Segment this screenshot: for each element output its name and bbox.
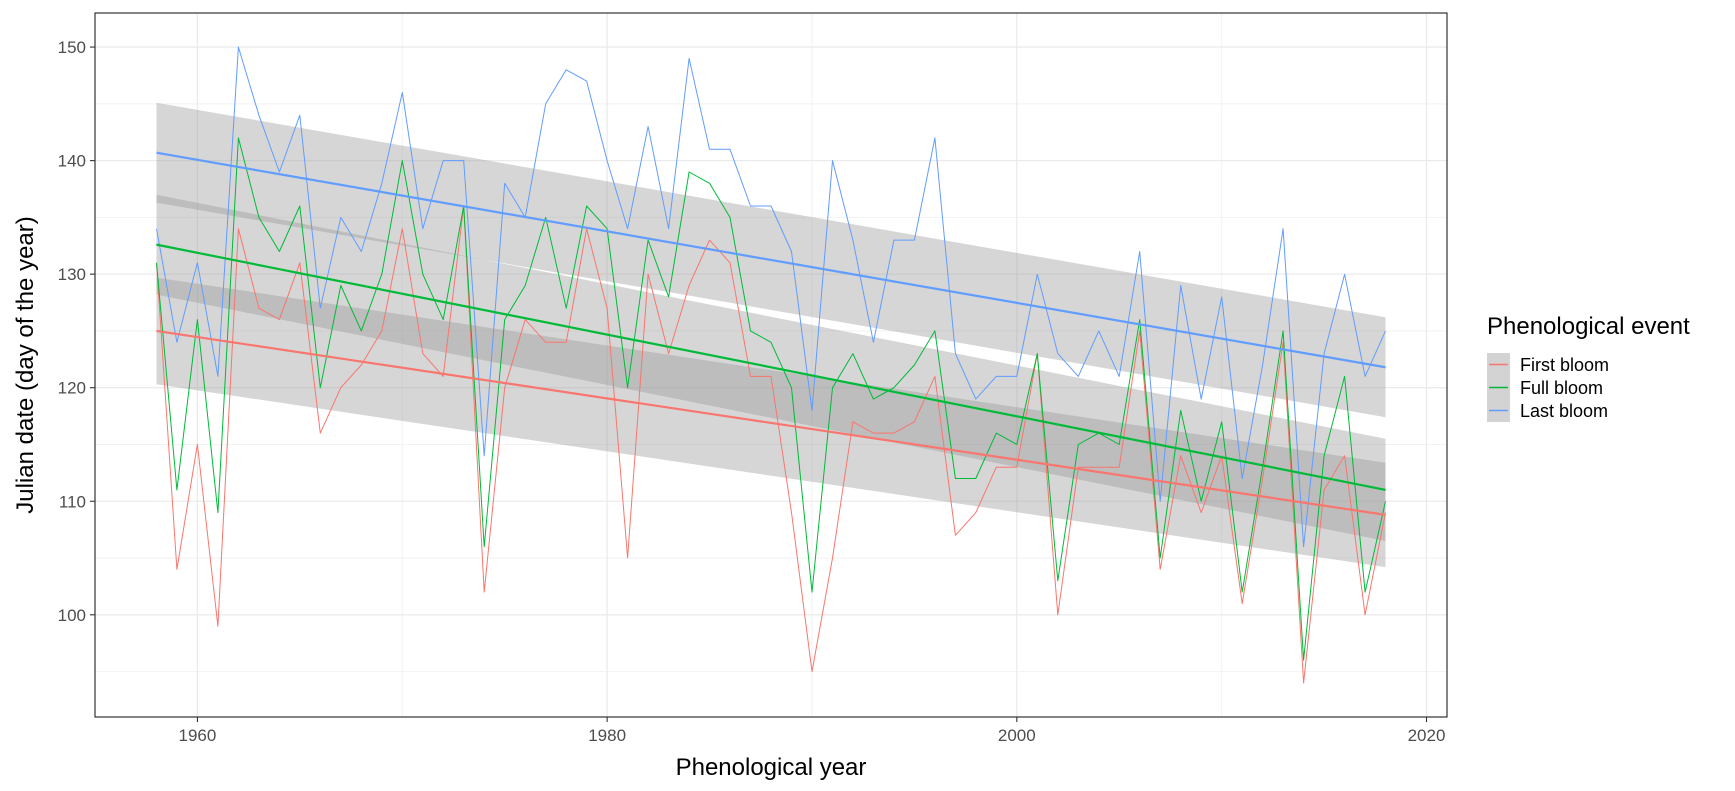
trend-line [156,243,1386,491]
legend-title: Phenological event [1487,313,1690,340]
x-tick-label: 2000 [998,726,1036,745]
y-tick-label: 140 [58,152,86,171]
major-gridlines [95,13,1447,717]
x-tick-label: 1960 [179,726,217,745]
plot-panel [94,12,1448,718]
y-tick-label: 110 [59,492,86,511]
trend-line [156,151,1386,369]
trend-lines [156,151,1386,516]
y-axis-title: Julian date (day of the year) [12,216,39,514]
minor-gridlines [95,13,1447,717]
y-tick-label: 130 [58,265,86,284]
legend-label: Last bloom [1520,401,1608,421]
x-tick-label: 1980 [588,726,626,745]
data-line [156,46,1386,548]
series-lines [156,46,1386,684]
legend-label: First bloom [1520,355,1609,375]
legend-items: First bloom Full bloom Last bloom [1487,353,1609,422]
panel-border [94,12,1448,718]
x-tick-label: 2020 [1408,726,1446,745]
legend: Phenological event First bloom Full bloom… [1487,313,1690,422]
trend-line [156,329,1386,516]
data-line [156,205,1386,684]
data-line [156,137,1386,661]
y-axis: 100 110 120 130 140 150 [58,38,95,625]
legend-label: Full bloom [1520,378,1603,398]
y-tick-label: 100 [58,606,86,625]
x-axis: 1960 1980 2000 2020 [179,717,1446,745]
x-axis-title: Phenological year [676,754,867,781]
y-tick-label: 120 [58,379,86,398]
y-tick-label: 150 [58,38,86,57]
